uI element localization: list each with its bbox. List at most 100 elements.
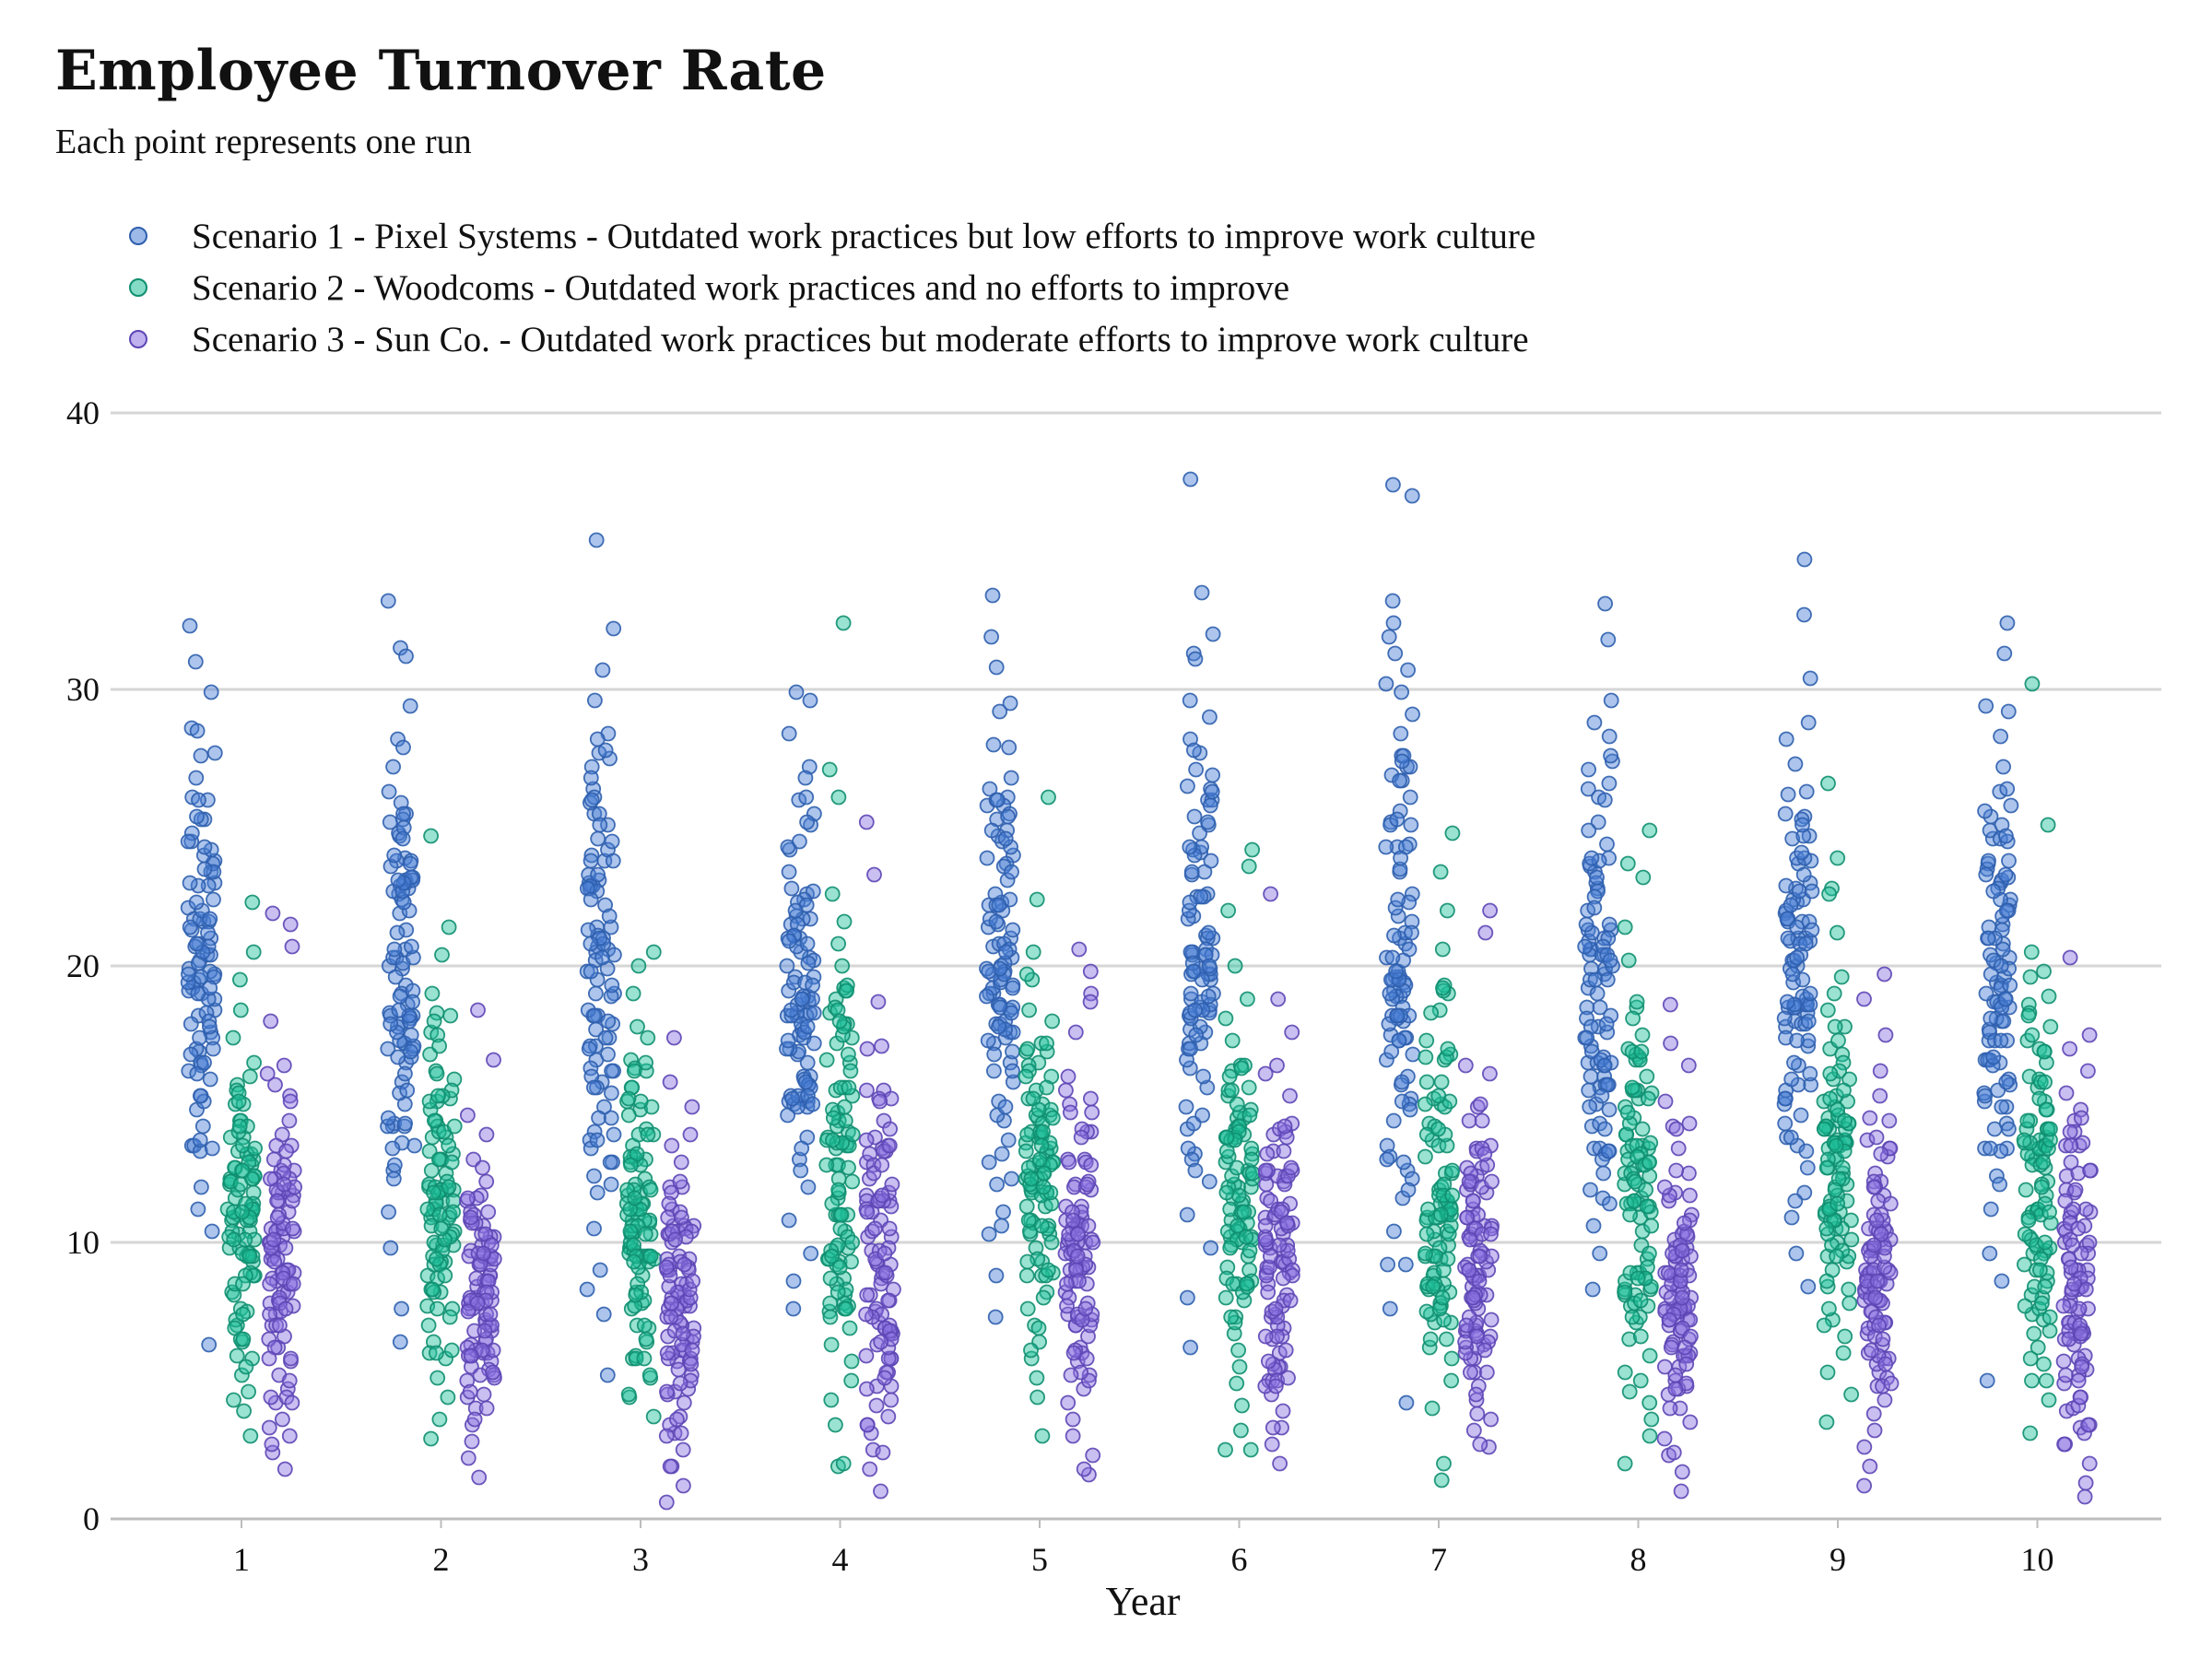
data-point-scenario-1 — [1599, 836, 1615, 853]
data-point-scenario-2 — [1029, 891, 1045, 908]
data-point-scenario-1 — [396, 1065, 413, 1082]
data-point-scenario-1 — [1186, 808, 1203, 825]
data-point-scenario-1 — [200, 938, 217, 955]
data-point-scenario-1 — [601, 908, 618, 924]
data-point-scenario-2 — [1034, 1218, 1050, 1234]
data-point-scenario-1 — [1777, 1115, 1794, 1132]
data-point-scenario-3 — [1461, 1173, 1477, 1190]
data-point-scenario-2 — [227, 1320, 243, 1336]
data-point-scenario-2 — [835, 1455, 852, 1472]
data-point-scenario-3 — [659, 1383, 675, 1400]
data-point-scenario-2 — [425, 1184, 441, 1201]
data-point-scenario-2 — [2016, 1132, 2032, 1148]
data-point-scenario-1 — [594, 662, 611, 678]
legend-item-scenario-1[interactable]: Scenario 1 - Pixel Systems - Outdated wo… — [129, 210, 1535, 262]
data-point-scenario-1 — [594, 949, 610, 966]
data-point-scenario-1 — [1801, 828, 1818, 844]
data-point-scenario-2 — [843, 1372, 860, 1389]
data-point-scenario-1 — [1005, 922, 1021, 938]
data-point-scenario-3 — [276, 1461, 293, 1477]
data-point-scenario-1 — [1780, 786, 1796, 803]
data-point-scenario-3 — [263, 1013, 279, 1030]
data-point-scenario-2 — [1243, 1151, 1260, 1168]
data-point-scenario-1 — [395, 739, 411, 756]
data-point-scenario-3 — [1662, 996, 1678, 1013]
chart-title: Employee Turnover Rate — [55, 39, 827, 103]
data-point-scenario-1 — [579, 963, 595, 980]
data-point-scenario-1 — [1201, 1173, 1218, 1190]
data-point-scenario-1 — [1583, 850, 1600, 866]
data-point-scenario-2 — [234, 1162, 251, 1179]
data-point-scenario-1 — [1188, 1027, 1205, 1043]
legend-item-scenario-3[interactable]: Scenario 3 - Sun Co. - Outdated work pra… — [129, 313, 1535, 365]
data-point-scenario-2 — [625, 985, 641, 1002]
data-point-scenario-2 — [1443, 1372, 1459, 1389]
data-point-scenario-2 — [844, 1234, 860, 1251]
data-point-scenario-1 — [1379, 949, 1394, 966]
data-point-scenario-2 — [1035, 1124, 1051, 1140]
data-point-scenario-3 — [1461, 1112, 1477, 1129]
data-point-scenario-1 — [1791, 883, 1807, 900]
data-point-scenario-3 — [2073, 1110, 2089, 1126]
legend-item-scenario-2[interactable]: Scenario 2 - Woodcoms - Outdated work pr… — [129, 262, 1535, 313]
data-point-scenario-3 — [677, 1256, 692, 1273]
data-point-scenario-2 — [629, 1018, 645, 1035]
data-point-scenario-1 — [597, 742, 614, 759]
data-point-scenario-1 — [194, 1118, 211, 1135]
data-point-scenario-2 — [1035, 1179, 1052, 1195]
data-point-scenario-1 — [794, 1140, 810, 1157]
data-point-scenario-1 — [1394, 1074, 1410, 1090]
data-point-scenario-1 — [589, 731, 606, 747]
data-point-scenario-1 — [589, 1132, 606, 1148]
data-point-scenario-1 — [1005, 1063, 1020, 1079]
data-point-scenario-1 — [1182, 1041, 1198, 1057]
data-point-scenario-1 — [1578, 916, 1594, 933]
data-point-scenario-1 — [189, 1065, 206, 1082]
data-point-scenario-2 — [636, 1350, 653, 1367]
data-point-scenario-1 — [1394, 753, 1410, 770]
x-axis: 1 2 3 4 5 6 7 8 9 10 — [233, 1519, 2054, 1578]
data-point-scenario-1 — [986, 1063, 1002, 1079]
data-point-scenario-1 — [1789, 949, 1805, 966]
data-point-scenario-1 — [1182, 1339, 1198, 1356]
data-point-scenario-1 — [1381, 629, 1397, 645]
data-point-scenario-3 — [669, 1411, 685, 1428]
data-point-scenario-1 — [1385, 477, 1401, 493]
data-point-scenario-2 — [1041, 789, 1056, 806]
data-point-scenario-2 — [434, 947, 450, 963]
data-point-scenario-3 — [263, 1389, 279, 1406]
data-point-scenario-1 — [600, 1013, 617, 1030]
data-point-scenario-2 — [1234, 1397, 1250, 1414]
data-point-scenario-1 — [1399, 1162, 1416, 1179]
data-point-scenario-2 — [1828, 1137, 1844, 1154]
data-point-scenario-3 — [1864, 1342, 1879, 1359]
data-point-scenario-2 — [1218, 1184, 1235, 1201]
data-point-scenario-3 — [1257, 1162, 1274, 1179]
data-point-scenario-3 — [2077, 1475, 2094, 1491]
data-point-scenario-2 — [1430, 1121, 1446, 1137]
data-point-scenario-2 — [1044, 1110, 1061, 1126]
data-point-scenario-1 — [1404, 913, 1420, 930]
data-point-scenario-3 — [1869, 1273, 1886, 1289]
data-point-scenario-1 — [1596, 792, 1613, 808]
data-point-scenario-2 — [441, 919, 457, 935]
data-point-scenario-1 — [1003, 770, 1019, 786]
data-point-scenario-1 — [1384, 949, 1401, 966]
data-point-scenario-2 — [2041, 988, 2057, 1005]
data-point-scenario-1 — [381, 783, 397, 800]
data-point-scenario-1 — [1983, 1201, 1999, 1218]
data-point-scenario-3 — [858, 1306, 874, 1323]
data-point-scenario-1 — [583, 847, 600, 864]
data-point-scenario-1 — [604, 977, 620, 994]
data-point-scenario-1 — [1182, 692, 1198, 709]
data-point-scenario-3 — [2067, 1182, 2084, 1198]
data-point-scenario-3 — [684, 1342, 700, 1359]
data-point-scenario-2 — [1444, 825, 1461, 841]
data-point-scenario-1 — [196, 861, 213, 877]
data-point-scenario-1 — [1583, 1182, 1598, 1198]
data-point-scenario-1 — [990, 792, 1006, 808]
data-point-scenario-1 — [1789, 1032, 1805, 1049]
data-point-scenario-1 — [979, 988, 994, 1005]
data-point-scenario-1 — [1385, 615, 1402, 631]
data-point-scenario-1 — [785, 1273, 802, 1289]
